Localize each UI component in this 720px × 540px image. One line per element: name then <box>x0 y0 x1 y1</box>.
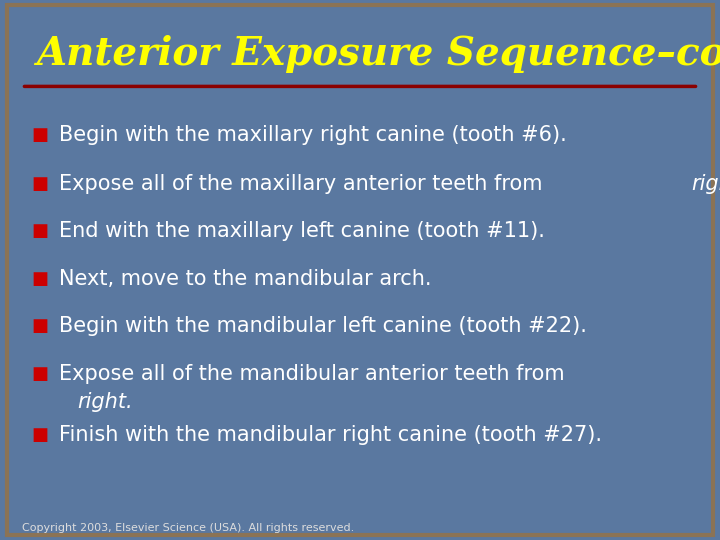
Text: ■: ■ <box>31 269 48 288</box>
Text: right: right <box>691 173 720 194</box>
Text: right.: right. <box>77 392 132 413</box>
Text: ■: ■ <box>31 126 48 144</box>
Text: Anterior Exposure Sequence–cont’d: Anterior Exposure Sequence–cont’d <box>36 35 720 73</box>
Text: Copyright 2003, Elsevier Science (USA). All rights reserved.: Copyright 2003, Elsevier Science (USA). … <box>22 523 354 533</box>
Text: Finish with the mandibular right canine (tooth #27).: Finish with the mandibular right canine … <box>59 424 602 445</box>
Text: ■: ■ <box>31 317 48 335</box>
Text: End with the maxillary left canine (tooth #11).: End with the maxillary left canine (toot… <box>59 221 545 241</box>
Text: Begin with the mandibular left canine (tooth #22).: Begin with the mandibular left canine (t… <box>59 316 587 336</box>
Text: Expose all of the maxillary anterior teeth from: Expose all of the maxillary anterior tee… <box>59 173 549 194</box>
FancyBboxPatch shape <box>7 5 713 535</box>
Text: Expose all of the mandibular anterior teeth from: Expose all of the mandibular anterior te… <box>59 363 571 384</box>
Text: ■: ■ <box>31 222 48 240</box>
Text: ■: ■ <box>31 364 48 383</box>
Text: Next, move to the mandibular arch.: Next, move to the mandibular arch. <box>59 268 431 289</box>
Text: Begin with the maxillary right canine (tooth #6).: Begin with the maxillary right canine (t… <box>59 125 567 145</box>
Text: ■: ■ <box>31 426 48 444</box>
Text: ■: ■ <box>31 174 48 193</box>
